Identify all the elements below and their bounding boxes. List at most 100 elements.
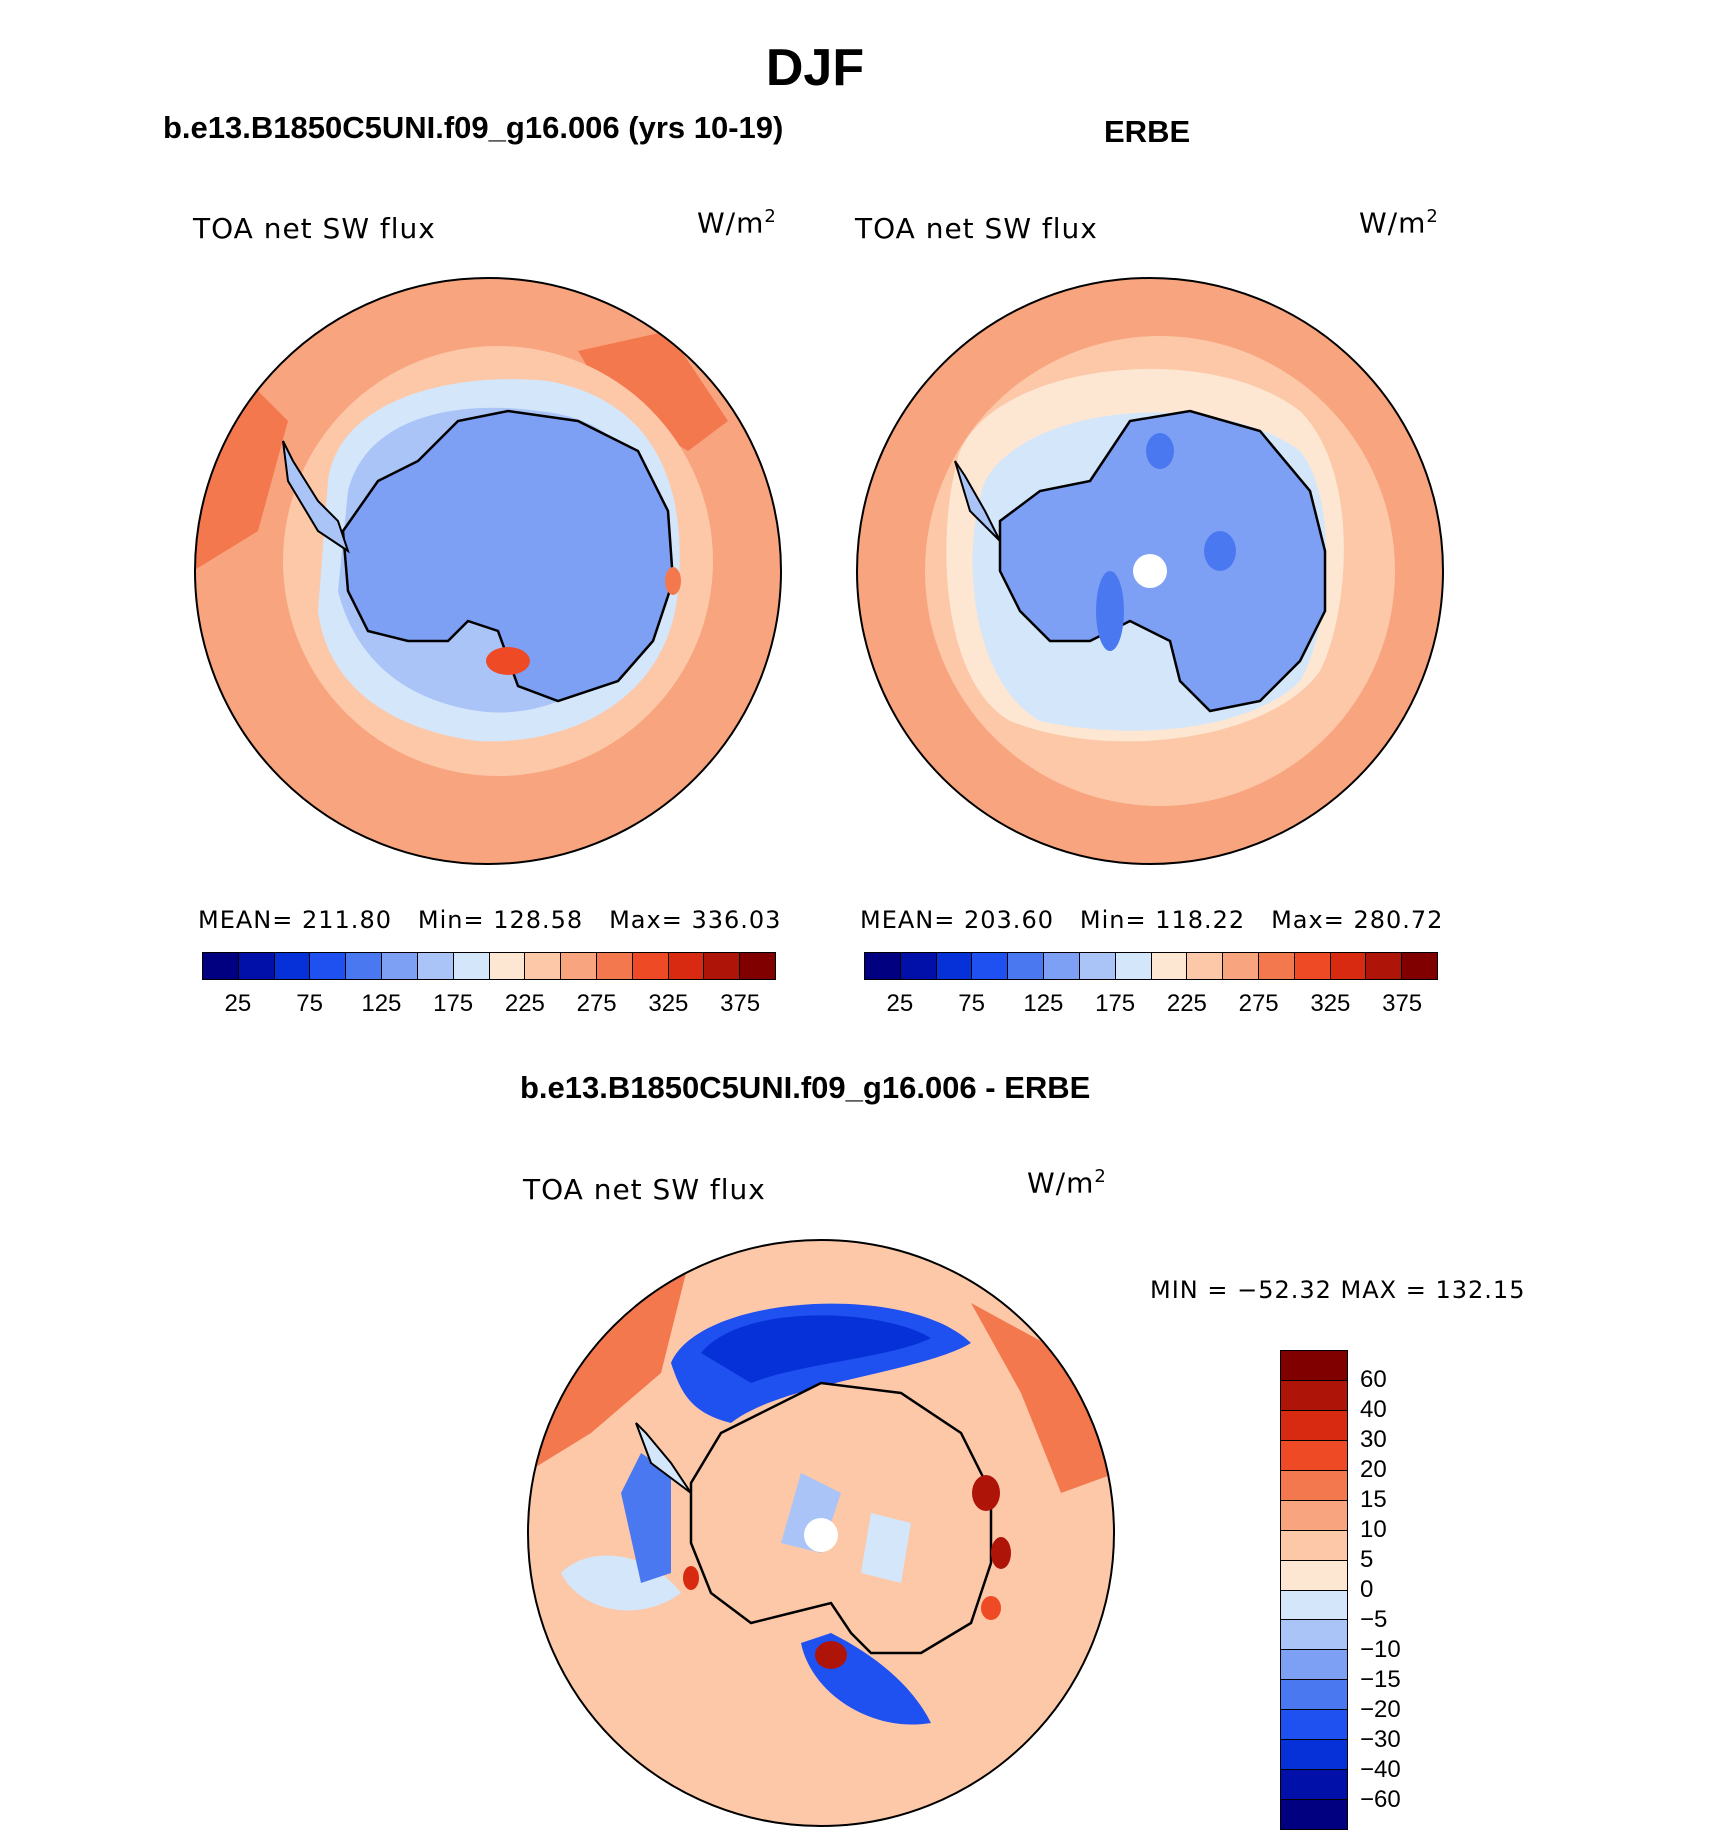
left-colorbar-tick-label: 375 (720, 990, 761, 1017)
right-colorbar-swatch (1402, 953, 1437, 979)
right-panel-title: ERBE (1104, 114, 1191, 149)
left-colorbar-tick-label: 225 (504, 990, 545, 1017)
left-antarctica (341, 409, 675, 703)
right-colorbar-tick-label: 75 (958, 990, 985, 1017)
diff-antarctica (689, 1381, 993, 1655)
diff-colorbar-tick-label: −10 (1360, 1636, 1401, 1663)
left-colorbar-swatch (238, 953, 275, 979)
left-colorbar-tick-label: 125 (361, 990, 402, 1017)
right-colorbar-tick-label: 25 (886, 990, 914, 1017)
right-colorbar-swatch (1330, 953, 1367, 979)
left-colorbar-swatch (704, 953, 741, 979)
right-colorbar-swatch (900, 953, 937, 979)
diff-colorbar-tick-label: −60 (1360, 1786, 1401, 1813)
diff-colorbar-swatch (1281, 1650, 1347, 1681)
left-antarctic-peninsula (282, 440, 350, 554)
left-panel-title: b.e13.B1850C5UNI.f09_g16.006 (yrs 10-19) (163, 110, 784, 145)
left-ross-warm-spot (486, 647, 530, 675)
diff-cold-core-north (701, 1315, 931, 1383)
left-colorbar-tick-label: 25 (224, 990, 252, 1017)
diff-hot-spot-1 (972, 1475, 1000, 1511)
left-mean-value: 211.80 (302, 906, 392, 934)
diff-colorbar-tick-label: 15 (1360, 1486, 1387, 1513)
right-colorbar-swatch (1115, 953, 1152, 979)
right-units-label: W/m2 (1359, 206, 1439, 240)
diff-colorbar-tick-label: 20 (1360, 1456, 1387, 1483)
diff-colorbar-tick-label: 30 (1360, 1426, 1387, 1453)
left-variable-label: TOA net SW flux (193, 212, 436, 245)
diff-colorbar-swatch (1281, 1620, 1347, 1651)
left-colorbar-tick-label: 75 (296, 990, 323, 1017)
left-colorbar-swatch (596, 953, 633, 979)
right-polar-map (856, 277, 1444, 865)
right-colorbar (864, 952, 1438, 980)
diff-colorbar-swatch (1281, 1590, 1347, 1621)
right-colorbar-swatch (1294, 953, 1331, 979)
diff-cold-patch-west (621, 1453, 671, 1583)
diff-colorbar-swatch (1281, 1800, 1347, 1829)
left-units-label: W/m2 (697, 206, 777, 240)
right-colorbar-tick-label: 325 (1310, 990, 1351, 1017)
left-colorbar-swatch (632, 953, 669, 979)
right-colorbar-swatch (1187, 953, 1224, 979)
diff-hot-spot-coast (683, 1566, 699, 1590)
right-colorbar-swatch (1079, 953, 1116, 979)
right-pole-hole (1133, 554, 1167, 588)
left-colorbar-tick-label: 325 (648, 990, 689, 1017)
right-cold-patch-2 (1204, 531, 1236, 571)
left-colorbar-swatch (417, 953, 454, 979)
left-colorbar-swatch (525, 953, 562, 979)
diff-colorbar-swatch (1281, 1710, 1347, 1741)
diff-colorbar-swatch (1281, 1560, 1347, 1591)
diff-colorbar-swatch (1281, 1500, 1347, 1531)
left-coastal-warm-spot (665, 567, 681, 595)
right-colorbar-swatch (1008, 953, 1045, 979)
right-colorbar-tick-label: 175 (1095, 990, 1136, 1017)
right-colorbar-swatch (1366, 953, 1403, 979)
right-colorbar-tick-label: 225 (1166, 990, 1207, 1017)
left-warm-patch-northeast (578, 331, 728, 451)
diff-colorbar-tick-label: 60 (1360, 1366, 1387, 1393)
left-colorbar-swatch (561, 953, 597, 979)
left-colorbar-swatch (668, 953, 705, 979)
diff-hot-spot-2 (991, 1537, 1011, 1569)
right-colorbar-tick-label: 125 (1023, 990, 1064, 1017)
diff-warm-patch-northeast (971, 1303, 1114, 1493)
left-colorbar-swatch (489, 953, 526, 979)
diff-colorbar-tick-label: −30 (1360, 1726, 1401, 1753)
right-variable-label: TOA net SW flux (855, 212, 1098, 245)
diff-polar-map (527, 1239, 1115, 1827)
left-min-value: 128.58 (493, 906, 584, 934)
diff-cool-patch-east (861, 1513, 911, 1583)
left-colorbar-swatch (382, 953, 418, 979)
diff-hot-spot-ross (815, 1641, 847, 1669)
diff-map-border (527, 1239, 1115, 1827)
diff-colorbar-swatch (1281, 1770, 1347, 1801)
diff-colorbar-tick-label: −15 (1360, 1666, 1401, 1693)
diff-colorbar-swatch (1281, 1740, 1347, 1771)
right-colorbar-swatch (936, 953, 973, 979)
diff-colorbar-swatch (1281, 1351, 1347, 1381)
left-colorbar (202, 952, 776, 980)
diff-panel-title: b.e13.B1850C5UNI.f09_g16.006 - ERBE (520, 1070, 1091, 1105)
diff-colorbar-tick-label: −5 (1360, 1606, 1388, 1633)
diff-colorbar-tick-label: 40 (1360, 1396, 1387, 1423)
diff-antarctic-peninsula (635, 1422, 692, 1494)
diff-colorbar-tick-label: 5 (1360, 1546, 1374, 1573)
left-map-border (194, 277, 782, 865)
diff-variable-label: TOA net SW flux (523, 1173, 766, 1206)
right-cold-patch-1 (1096, 571, 1124, 651)
diff-hot-spot-3 (981, 1596, 1001, 1620)
diff-colorbar-tick-label: 10 (1360, 1516, 1387, 1543)
right-cold-patch-3 (1146, 433, 1174, 469)
diff-colorbar-swatch (1281, 1530, 1347, 1561)
diff-colorbar-tick-label: 0 (1360, 1576, 1374, 1603)
diff-colorbar-tick-label: −20 (1360, 1696, 1401, 1723)
diff-minmax-label: MIN = −52.32 MAX = 132.15 (1150, 1276, 1526, 1304)
left-max-value: 336.03 (691, 906, 782, 934)
right-antarctic-peninsula (954, 460, 1001, 542)
right-mean-value: 203.60 (964, 906, 1054, 934)
right-colorbar-swatch (1151, 953, 1188, 979)
diff-colorbar-swatch (1281, 1680, 1347, 1711)
left-colorbar-swatch (310, 953, 347, 979)
